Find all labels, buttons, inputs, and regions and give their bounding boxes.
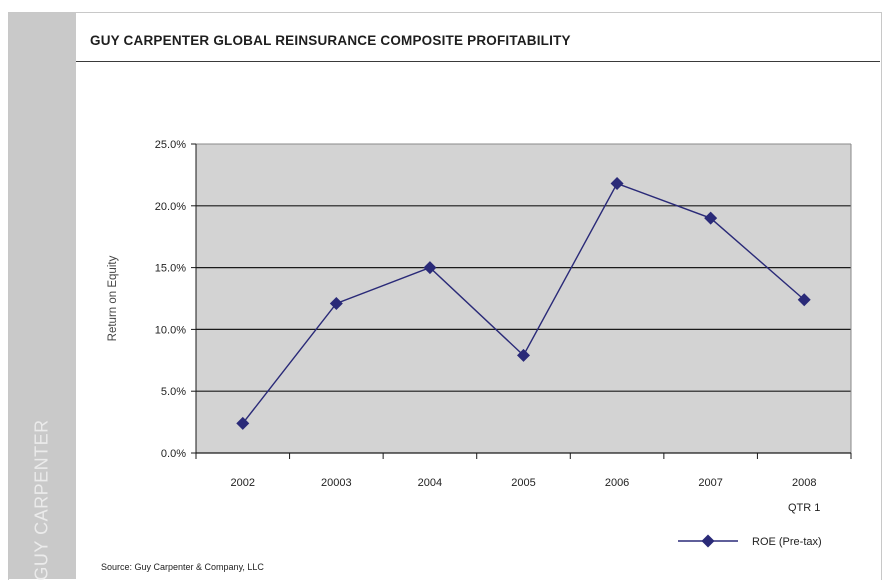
source-note: Source: Guy Carpenter & Company, LLC (101, 562, 264, 572)
x-tick-label: 2007 (698, 477, 722, 489)
chart-title: GUY CARPENTER GLOBAL REINSURANCE COMPOSI… (90, 33, 571, 48)
data-point (236, 416, 250, 430)
y-tick-label: 10.0% (155, 324, 186, 336)
data-point (517, 348, 530, 362)
data-point (704, 211, 718, 225)
plot-area (196, 144, 851, 453)
data-point (329, 296, 343, 310)
y-tick-label: 15.0% (155, 263, 186, 275)
data-point (610, 177, 624, 191)
legend-label: ROE (Pre-tax) (752, 536, 822, 548)
y-tick-label: 20.0% (155, 201, 186, 213)
x-tick-label: 20003 (321, 477, 352, 489)
y-axis-label: Return on Equity (107, 255, 119, 341)
sidebar-band (9, 13, 76, 579)
title-rule (76, 61, 880, 62)
x-tick-label: 2006 (605, 477, 629, 489)
legend: ROE (Pre-tax) (678, 534, 822, 548)
y-tick-label: 25.0% (155, 139, 186, 151)
x-tick-label: 2002 (231, 477, 255, 489)
x-tick-label: 2008 (792, 477, 816, 489)
legend-marker (701, 534, 715, 548)
x-tick-label: 2004 (418, 477, 442, 489)
data-point (423, 261, 437, 275)
y-tick-label: 0.0% (161, 448, 186, 460)
data-point (797, 293, 811, 307)
x-tick-sublabel: QTR 1 (788, 502, 820, 514)
y-tick-label: 5.0% (161, 386, 186, 398)
x-tick-label: 2005 (511, 477, 535, 489)
